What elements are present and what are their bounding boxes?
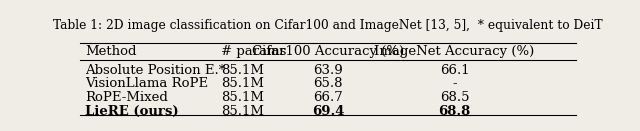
Text: 66.7: 66.7 [313,91,343,104]
Text: -: - [452,77,457,90]
Text: LieRE (ours): LieRE (ours) [85,105,179,118]
Text: 85.1M: 85.1M [221,77,264,90]
Text: 63.9: 63.9 [313,64,343,77]
Text: 68.8: 68.8 [438,105,470,118]
Text: 85.1M: 85.1M [221,64,264,77]
Text: RoPE-Mixed: RoPE-Mixed [85,91,168,104]
Text: 85.1M: 85.1M [221,105,264,118]
Text: VisionLlama RoPE: VisionLlama RoPE [85,77,208,90]
Text: Method: Method [85,45,136,58]
Text: 85.1M: 85.1M [221,91,264,104]
Text: 68.5: 68.5 [440,91,469,104]
Text: # params: # params [221,45,287,58]
Text: ImageNet Accuracy (%): ImageNet Accuracy (%) [374,45,534,58]
Text: Cifar100 Accuracy (%): Cifar100 Accuracy (%) [252,45,404,58]
Text: Table 1: 2D image classification on Cifar100 and ImageNet [13, 5],  * equivalent: Table 1: 2D image classification on Cifa… [53,19,603,32]
Text: 66.1: 66.1 [440,64,469,77]
Text: 65.8: 65.8 [313,77,343,90]
Text: Absolute Position E.*: Absolute Position E.* [85,64,225,77]
Text: 69.4: 69.4 [312,105,344,118]
